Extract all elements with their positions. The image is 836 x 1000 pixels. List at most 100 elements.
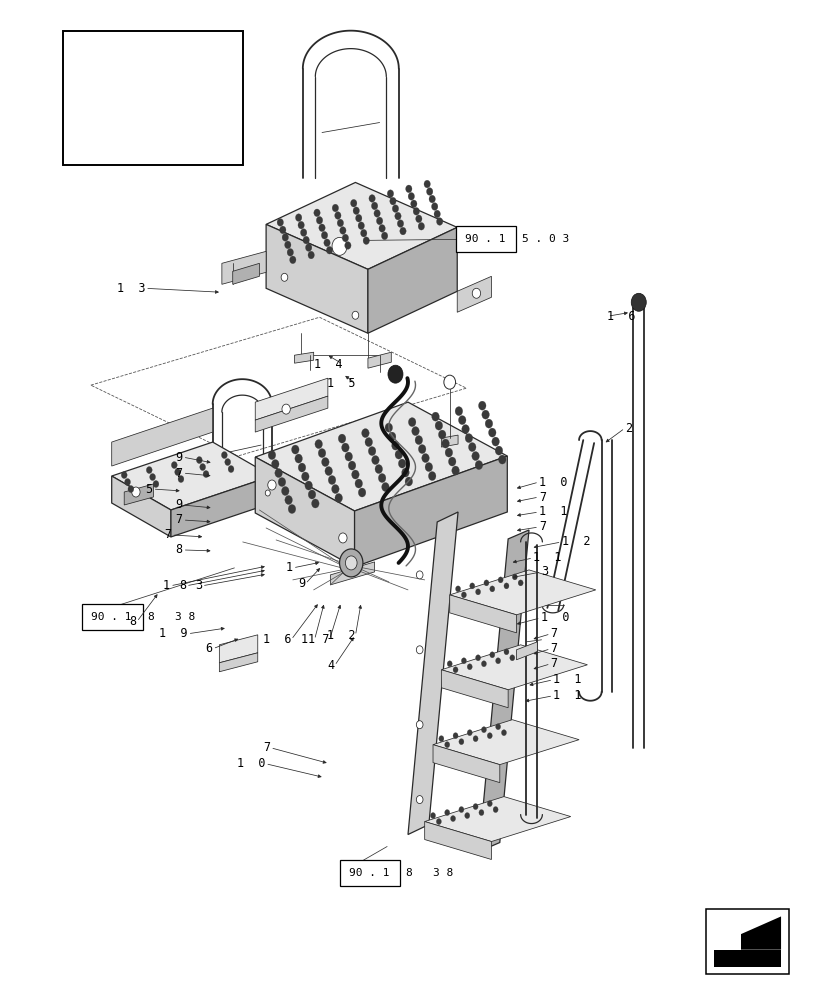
Polygon shape [441, 670, 508, 708]
Circle shape [150, 474, 155, 481]
Circle shape [355, 214, 362, 222]
Text: 1  1: 1 1 [533, 551, 562, 564]
Text: 8   3 8: 8 3 8 [149, 612, 196, 622]
Circle shape [397, 220, 404, 227]
Circle shape [335, 494, 343, 502]
Polygon shape [255, 396, 328, 432]
Circle shape [360, 229, 367, 237]
Circle shape [416, 571, 423, 579]
Bar [706, 909, 789, 974]
Polygon shape [517, 642, 538, 660]
Circle shape [436, 819, 441, 825]
Circle shape [371, 202, 378, 210]
Text: 7: 7 [176, 467, 182, 480]
Circle shape [465, 813, 470, 819]
Bar [708, 912, 787, 971]
Text: 1  9: 1 9 [159, 627, 187, 640]
Circle shape [329, 476, 336, 485]
Circle shape [390, 197, 396, 205]
Circle shape [467, 730, 472, 736]
Circle shape [479, 810, 484, 816]
Text: 9: 9 [176, 498, 182, 511]
Circle shape [339, 533, 347, 543]
Circle shape [413, 208, 420, 215]
Circle shape [441, 439, 449, 448]
Circle shape [339, 227, 346, 234]
Circle shape [382, 483, 390, 492]
Circle shape [436, 218, 443, 225]
Circle shape [379, 225, 385, 232]
Circle shape [342, 443, 349, 452]
Circle shape [490, 586, 495, 592]
Circle shape [408, 193, 415, 200]
Circle shape [352, 311, 359, 319]
Polygon shape [354, 456, 507, 567]
Circle shape [458, 416, 466, 425]
Bar [340, 860, 400, 886]
Text: 7: 7 [539, 491, 546, 504]
Circle shape [322, 458, 329, 467]
Text: 7: 7 [263, 741, 270, 754]
Circle shape [445, 448, 452, 457]
Polygon shape [266, 224, 368, 333]
Polygon shape [219, 635, 257, 663]
Circle shape [268, 480, 276, 490]
Text: 5: 5 [145, 483, 153, 496]
Circle shape [485, 419, 492, 428]
Circle shape [493, 807, 498, 813]
Circle shape [385, 423, 393, 432]
Circle shape [326, 246, 333, 254]
Circle shape [295, 454, 303, 463]
Text: 1  4: 1 4 [314, 358, 343, 371]
Text: 9: 9 [176, 451, 182, 464]
Polygon shape [222, 251, 266, 284]
Circle shape [425, 463, 432, 472]
Circle shape [350, 199, 357, 207]
Text: 1  2: 1 2 [562, 535, 590, 548]
Circle shape [372, 456, 380, 465]
Circle shape [447, 661, 452, 667]
Bar [456, 226, 517, 252]
Text: 8   3 8: 8 3 8 [406, 868, 454, 878]
Circle shape [342, 234, 349, 242]
Circle shape [308, 490, 316, 499]
Circle shape [315, 440, 323, 449]
Circle shape [312, 499, 319, 508]
Circle shape [461, 658, 466, 664]
Circle shape [461, 592, 466, 598]
Text: 8: 8 [179, 579, 186, 592]
Circle shape [339, 434, 346, 443]
Text: 3: 3 [195, 579, 201, 592]
Polygon shape [433, 720, 579, 765]
Circle shape [387, 190, 394, 197]
Circle shape [288, 504, 296, 513]
Circle shape [476, 655, 481, 661]
Circle shape [518, 580, 523, 586]
Circle shape [482, 727, 487, 733]
Circle shape [448, 457, 456, 466]
Circle shape [321, 231, 328, 239]
Circle shape [369, 447, 376, 456]
Polygon shape [479, 530, 529, 852]
Circle shape [496, 658, 501, 664]
Polygon shape [441, 435, 458, 447]
Polygon shape [112, 476, 171, 537]
Circle shape [282, 234, 288, 241]
Circle shape [355, 479, 363, 488]
Circle shape [332, 485, 339, 494]
Polygon shape [714, 916, 741, 950]
Circle shape [465, 434, 472, 443]
Polygon shape [457, 276, 492, 312]
Circle shape [222, 452, 227, 459]
Circle shape [303, 236, 309, 244]
Text: 4: 4 [328, 659, 334, 672]
Circle shape [428, 472, 436, 481]
Circle shape [225, 459, 231, 466]
Circle shape [282, 487, 289, 496]
Circle shape [314, 209, 320, 217]
Circle shape [300, 229, 307, 236]
Circle shape [308, 251, 314, 259]
Circle shape [272, 460, 279, 469]
Polygon shape [441, 645, 588, 690]
Circle shape [467, 664, 472, 670]
